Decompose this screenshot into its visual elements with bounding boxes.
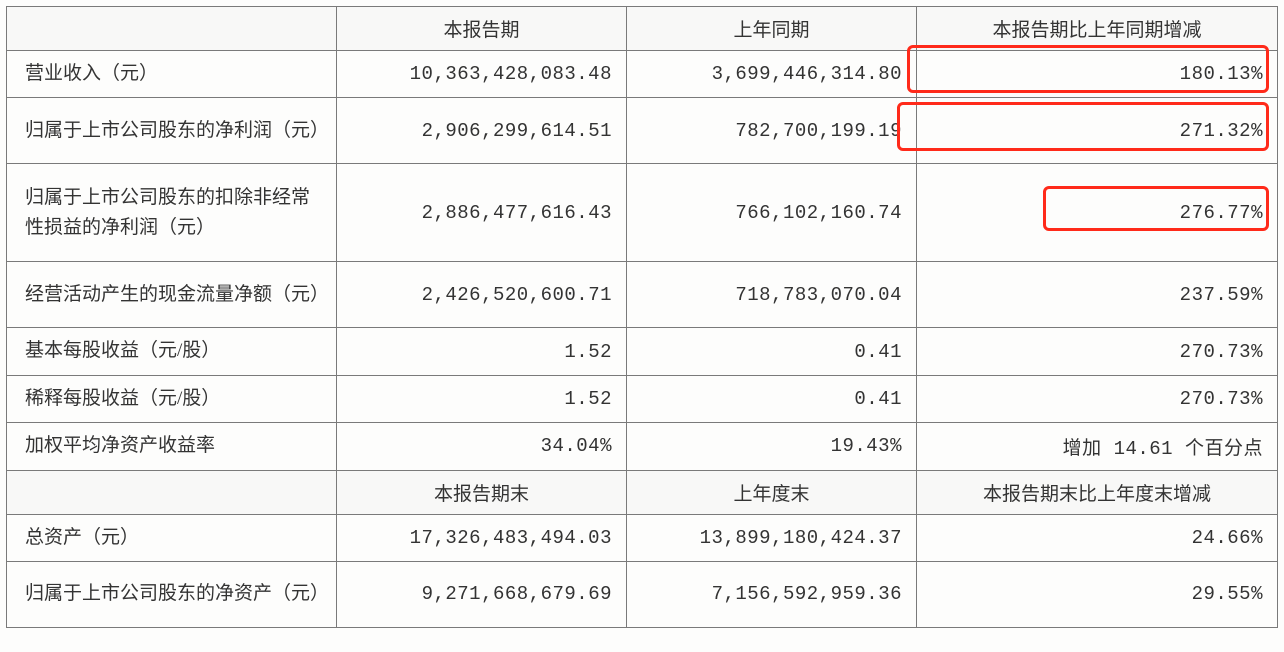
row-label: 归属于上市公司股东的扣除非经常性损益的净利润（元） [7,164,337,262]
row-label: 总资产（元） [7,514,337,561]
row-v1: 10,363,428,083.48 [337,51,627,98]
header-change-2: 本报告期末比上年度末增减 [917,470,1278,514]
table-row: 归属于上市公司股东的净资产（元） 9,271,668,679.69 7,156,… [7,561,1278,627]
header-blank-2 [7,470,337,514]
row-v3: 276.77% [917,164,1278,262]
row-v1: 2,886,477,616.43 [337,164,627,262]
header-prior-end: 上年度末 [627,470,917,514]
row-label: 加权平均净资产收益率 [7,423,337,470]
row-v3: 29.55% [917,561,1278,627]
header-change: 本报告期比上年同期增减 [917,7,1278,51]
row-v3: 271.32% [917,98,1278,164]
row-v1: 1.52 [337,328,627,375]
header-prior-period: 上年同期 [627,7,917,51]
row-v1: 9,271,668,679.69 [337,561,627,627]
header-current-period: 本报告期 [337,7,627,51]
table-row: 营业收入（元） 10,363,428,083.48 3,699,446,314.… [7,51,1278,98]
row-v3: 24.66% [917,514,1278,561]
row-v2: 766,102,160.74 [627,164,917,262]
table-row: 总资产（元） 17,326,483,494.03 13,899,180,424.… [7,514,1278,561]
row-v1: 2,426,520,600.71 [337,262,627,328]
row-v1: 2,906,299,614.51 [337,98,627,164]
row-v2: 7,156,592,959.36 [627,561,917,627]
table-row: 归属于上市公司股东的净利润（元） 2,906,299,614.51 782,70… [7,98,1278,164]
row-label: 归属于上市公司股东的净利润（元） [7,98,337,164]
row-v3: 180.13% [917,51,1278,98]
header-current-end: 本报告期末 [337,470,627,514]
row-label: 归属于上市公司股东的净资产（元） [7,561,337,627]
row-v2: 718,783,070.04 [627,262,917,328]
row-v1: 34.04% [337,423,627,470]
row-v1: 17,326,483,494.03 [337,514,627,561]
row-label: 经营活动产生的现金流量净额（元） [7,262,337,328]
row-v2: 19.43% [627,423,917,470]
header-row-1: 本报告期 上年同期 本报告期比上年同期增减 [7,7,1278,51]
row-v1: 1.52 [337,375,627,422]
table-row: 稀释每股收益（元/股） 1.52 0.41 270.73% [7,375,1278,422]
row-v3: 270.73% [917,375,1278,422]
row-v2: 13,899,180,424.37 [627,514,917,561]
row-label: 稀释每股收益（元/股） [7,375,337,422]
table-row: 基本每股收益（元/股） 1.52 0.41 270.73% [7,328,1278,375]
table-row: 归属于上市公司股东的扣除非经常性损益的净利润（元） 2,886,477,616.… [7,164,1278,262]
row-v2: 0.41 [627,375,917,422]
row-v3: 237.59% [917,262,1278,328]
row-label: 基本每股收益（元/股） [7,328,337,375]
financial-table: 本报告期 上年同期 本报告期比上年同期增减 营业收入（元） 10,363,428… [6,6,1278,628]
row-v2: 3,699,446,314.80 [627,51,917,98]
table-row: 经营活动产生的现金流量净额（元） 2,426,520,600.71 718,78… [7,262,1278,328]
header-row-2: 本报告期末 上年度末 本报告期末比上年度末增减 [7,470,1278,514]
row-v3: 增加 14.61 个百分点 [917,423,1278,470]
header-blank [7,7,337,51]
row-v3: 270.73% [917,328,1278,375]
row-v2: 0.41 [627,328,917,375]
row-v2: 782,700,199.19 [627,98,917,164]
row-label: 营业收入（元） [7,51,337,98]
table-row: 加权平均净资产收益率 34.04% 19.43% 增加 14.61 个百分点 [7,423,1278,470]
